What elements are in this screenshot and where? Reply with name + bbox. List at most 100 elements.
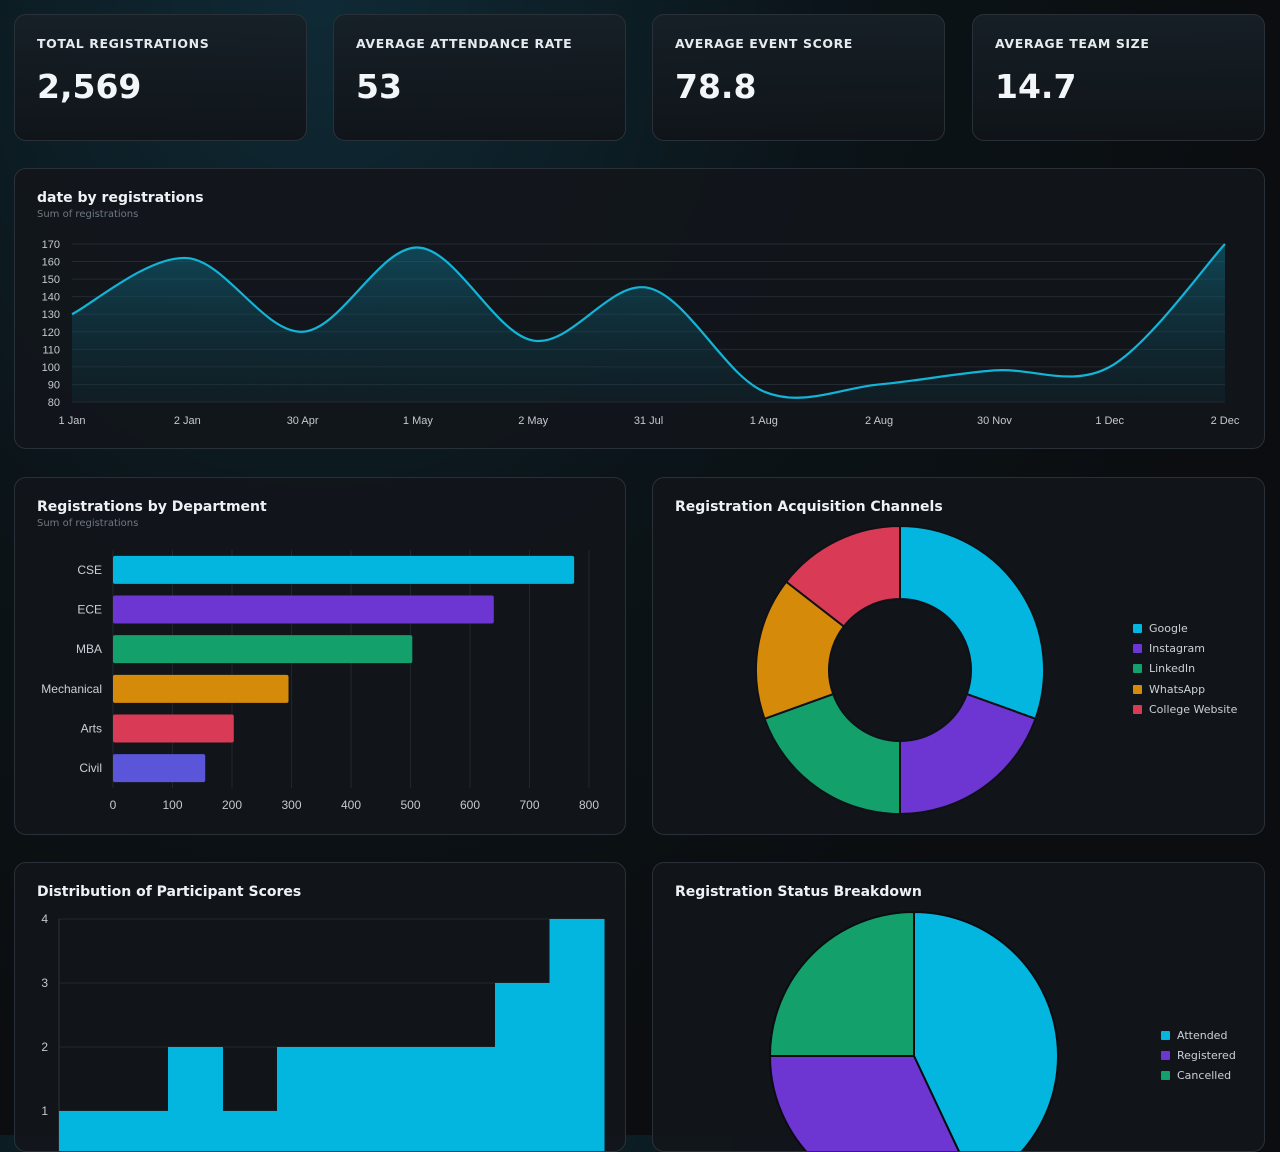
- y-tick-label: 2: [41, 1040, 48, 1054]
- legend-swatch: [1161, 1050, 1170, 1060]
- data-point: [531, 339, 535, 343]
- x-tick-label: 0: [110, 798, 117, 812]
- y-tick-label: 160: [42, 257, 60, 269]
- y-tick-label: CSE: [77, 563, 102, 577]
- donut-slice: [763, 692, 901, 816]
- data-point: [1223, 242, 1227, 246]
- x-tick-label: 1 May: [403, 415, 433, 427]
- chart-subtitle: Sum of registrations: [37, 209, 139, 220]
- bar: [113, 754, 206, 783]
- histogram-bar: [386, 1047, 441, 1151]
- data-point: [301, 330, 305, 334]
- legend-item: WhatsApp: [1133, 679, 1237, 699]
- legend-label: WhatsApp: [1149, 682, 1206, 696]
- histogram-bar: [495, 983, 550, 1151]
- bar: [113, 714, 234, 743]
- data-point: [647, 286, 651, 290]
- legend-item: Cancelled: [1161, 1066, 1236, 1086]
- channels-donut-card: Registration Acquisition Channels Google…: [652, 477, 1265, 835]
- legend-item: Attended: [1161, 1025, 1236, 1045]
- donut-slice: [899, 524, 1045, 721]
- x-tick-label: 200: [222, 798, 242, 812]
- x-tick-label: 2 Aug: [865, 415, 893, 427]
- y-tick-label: 100: [42, 362, 60, 374]
- bar: [113, 555, 575, 584]
- histogram-bar: [168, 1047, 223, 1151]
- pie-slice: [913, 910, 1059, 1151]
- scores-histogram-chart: 1 2 3 4: [41, 912, 605, 1151]
- kpi-card-attendance-rate: AVERAGE ATTENDANCE RATE 53: [333, 14, 626, 141]
- data-point: [992, 368, 996, 372]
- line-chart-card: date by registrations Sum of registratio…: [14, 168, 1265, 449]
- bar: [113, 635, 413, 664]
- legend-item: LinkedIn: [1133, 659, 1237, 679]
- y-tick-label: 170: [42, 239, 60, 251]
- chart-subtitle: Sum of registrations: [37, 518, 139, 529]
- series-line: [71, 243, 1226, 399]
- data-point: [1108, 365, 1112, 369]
- donut-slice: [899, 692, 1037, 816]
- legend-item: Registered: [1161, 1045, 1236, 1065]
- bar: [113, 674, 289, 703]
- chart-title: Distribution of Participant Scores: [37, 884, 302, 900]
- data-point: [877, 382, 881, 386]
- x-tick-label: 500: [400, 798, 420, 812]
- status-pie-card: Registration Status Breakdown Attended Re…: [652, 862, 1265, 1152]
- y-tick-label: 120: [42, 327, 60, 339]
- x-tick-label: 2 Dec: [1211, 415, 1240, 427]
- legend-label: Cancelled: [1177, 1069, 1232, 1083]
- kpi-label: AVERAGE ATTENDANCE RATE: [356, 36, 573, 51]
- legend-label: LinkedIn: [1149, 662, 1196, 676]
- data-point: [70, 312, 74, 316]
- y-tick-label: ECE: [77, 603, 102, 617]
- x-tick-label: 700: [519, 798, 539, 812]
- y-tick-label: 130: [42, 309, 60, 321]
- x-tick-label: 2 May: [518, 415, 548, 427]
- legend-item: Google: [1133, 618, 1237, 638]
- data-point: [185, 256, 189, 260]
- kpi-value: 2,569: [37, 67, 142, 106]
- y-tick-label: 90: [48, 379, 60, 391]
- x-tick-label: 1 Jan: [59, 415, 86, 427]
- chart-title: Registration Acquisition Channels: [675, 499, 943, 515]
- department-bar-card: Registrations by Department Sum of regis…: [14, 477, 626, 835]
- kpi-card-total-registrations: TOTAL REGISTRATIONS 2,569: [14, 14, 307, 141]
- legend-swatch: [1133, 704, 1142, 714]
- y-tick-label: 1: [41, 1104, 48, 1118]
- x-tick-label: 100: [162, 798, 182, 812]
- kpi-card-team-size: AVERAGE TEAM SIZE 14.7: [972, 14, 1265, 141]
- chart-title: Registrations by Department: [37, 499, 267, 515]
- legend-item: Instagram: [1133, 638, 1237, 658]
- chart-legend: Attended Registered Cancelled: [1161, 1025, 1236, 1086]
- histogram-bar: [113, 1111, 169, 1151]
- data-point: [416, 246, 420, 250]
- x-tick-label: 30 Nov: [977, 415, 1012, 427]
- data-point: [762, 389, 766, 393]
- legend-label: College Website: [1149, 702, 1238, 716]
- y-tick-label: 110: [42, 344, 60, 356]
- x-tick-label: 1 Dec: [1095, 415, 1124, 427]
- legend-swatch: [1133, 684, 1142, 694]
- y-tick-label: MBA: [76, 642, 102, 656]
- y-tick-label: Civil: [79, 761, 102, 775]
- chart-title: Registration Status Breakdown: [675, 884, 922, 900]
- legend-swatch: [1161, 1071, 1170, 1081]
- y-tick-label: Arts: [81, 722, 102, 736]
- pie-slice: [768, 1055, 960, 1151]
- legend-swatch: [1133, 643, 1142, 653]
- x-tick-label: 600: [460, 798, 480, 812]
- kpi-value: 14.7: [995, 67, 1077, 106]
- y-tick-label: 4: [41, 912, 48, 926]
- legend-label: Instagram: [1149, 641, 1205, 655]
- pie-slice: [768, 910, 915, 1057]
- chart-legend: Google Instagram LinkedIn WhatsApp College W…: [1133, 618, 1237, 719]
- x-tick-label: 300: [281, 798, 301, 812]
- series-area: [72, 244, 1225, 402]
- legend-swatch: [1133, 664, 1142, 674]
- kpi-label: TOTAL REGISTRATIONS: [37, 36, 210, 51]
- y-tick-label: 3: [41, 976, 48, 990]
- histogram-bar: [277, 1047, 332, 1151]
- x-tick-label: 31 Jul: [634, 415, 663, 427]
- scores-histogram-card: Distribution of Participant Scores 1 2 3 4: [14, 862, 626, 1152]
- legend-label: Attended: [1177, 1028, 1228, 1042]
